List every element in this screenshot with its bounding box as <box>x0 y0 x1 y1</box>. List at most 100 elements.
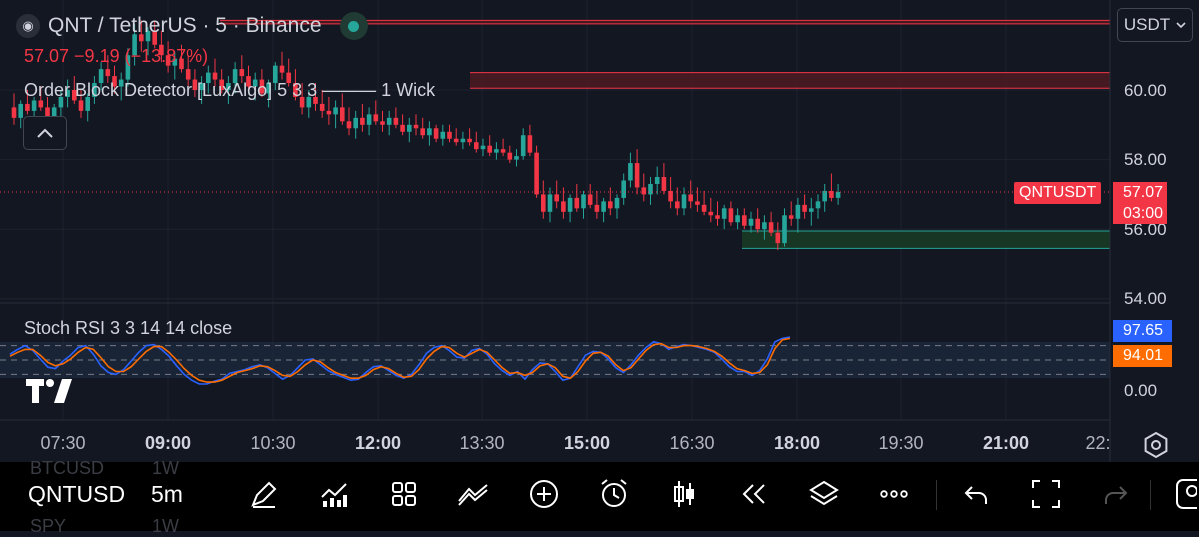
candle <box>11 93 17 125</box>
candle <box>567 194 573 223</box>
candle-body <box>360 117 365 125</box>
candle-body <box>393 117 399 125</box>
candle-body <box>654 177 660 184</box>
candle-body <box>768 222 774 233</box>
candle-body <box>38 100 44 108</box>
candle-body <box>809 208 814 212</box>
candle <box>527 124 533 157</box>
candle <box>159 30 164 63</box>
fullscreen-button[interactable] <box>1029 477 1063 511</box>
last-price-value: 57.07 <box>1123 184 1164 201</box>
candle-body <box>407 124 412 132</box>
candle-body <box>440 131 446 139</box>
chart-canvas[interactable] <box>0 0 1199 462</box>
compare-button[interactable] <box>457 477 491 511</box>
chevron-down-icon <box>1176 22 1186 29</box>
candle <box>286 58 291 87</box>
candle-body <box>695 201 700 205</box>
candle-body <box>688 194 693 202</box>
replay-icon <box>742 484 765 504</box>
price-change: 57.07 −9.19 (−13.87%) <box>24 46 209 66</box>
candle-body <box>192 79 198 90</box>
candle <box>460 131 466 150</box>
candle-body <box>541 194 546 212</box>
candle <box>206 65 211 94</box>
candle-body <box>159 44 164 56</box>
candle <box>72 76 77 104</box>
candle <box>480 138 486 157</box>
candle <box>742 208 747 230</box>
alert-button[interactable] <box>597 477 631 511</box>
candle-body <box>675 201 680 209</box>
add-button[interactable] <box>527 477 561 511</box>
candle-body <box>641 187 647 195</box>
candle-body <box>279 65 285 73</box>
redo-button[interactable] <box>1099 477 1133 511</box>
price-tick: 54.00 <box>1124 289 1167 308</box>
candle-body <box>467 138 472 143</box>
undo-icon <box>964 486 987 504</box>
candle-body <box>18 103 23 118</box>
candle-body <box>574 197 580 209</box>
collapse-legend-button[interactable] <box>23 116 67 150</box>
candle-body <box>561 201 566 212</box>
currency-label: USDT <box>1123 15 1171 34</box>
symbol-tag: QNTUSDT <box>1014 182 1102 204</box>
candle <box>514 149 519 167</box>
symbol-legend[interactable]: ◉ QNT / TetherUS · 5 · Binance <box>16 12 368 40</box>
candle <box>695 187 700 212</box>
candles <box>11 20 841 251</box>
candle-body <box>11 107 17 118</box>
candle-body <box>554 194 559 202</box>
candle-body <box>246 76 251 87</box>
draw-icon <box>251 481 277 508</box>
candle <box>467 128 472 146</box>
candle-body <box>728 208 734 223</box>
candle <box>25 90 30 115</box>
stoch-rsi-legend[interactable]: Stoch RSI 3 3 14 14 close <box>24 318 233 338</box>
symbol-selector[interactable]: QNTUSD <box>28 481 126 507</box>
candle <box>795 197 801 233</box>
indicators-icon <box>321 483 347 507</box>
draw-button[interactable] <box>247 477 281 511</box>
candle-type-button[interactable] <box>667 477 701 511</box>
indicators-button[interactable] <box>317 477 351 511</box>
price-tick: 58.00 <box>1124 150 1167 169</box>
candle <box>58 90 64 118</box>
order-blocks <box>220 19 1110 249</box>
candle-body <box>420 128 425 136</box>
time-tick: 16:30 <box>669 433 715 453</box>
candle-body <box>212 72 218 80</box>
replay-button[interactable] <box>737 477 771 511</box>
indicator-legend[interactable]: Order Block Detector [LuxAlgo] 5 3 3 ———… <box>24 80 436 100</box>
candle-body <box>708 211 714 216</box>
candle-body <box>299 96 305 108</box>
candle <box>809 197 814 226</box>
interval-selector[interactable]: 5m <box>151 481 183 507</box>
more-button[interactable] <box>877 477 911 511</box>
candle-body <box>373 114 379 122</box>
profile-button[interactable] <box>1163 477 1197 511</box>
chart-settings-button[interactable] <box>1142 431 1170 464</box>
candle <box>85 93 90 122</box>
candle <box>380 110 385 132</box>
candle <box>407 117 412 143</box>
candle <box>145 27 151 56</box>
candle-body <box>581 194 586 209</box>
layouts-button[interactable] <box>387 477 421 511</box>
candle-body <box>748 218 754 226</box>
more-icon <box>880 490 908 498</box>
undo-button[interactable] <box>959 477 993 511</box>
currency-button[interactable]: USDT <box>1117 8 1193 42</box>
candle <box>815 194 821 219</box>
fullscreen-icon <box>1032 480 1060 508</box>
candle <box>65 79 70 108</box>
candle <box>608 187 613 216</box>
candle-body <box>621 180 626 198</box>
tradingview-logo <box>26 379 72 408</box>
ghost-symbol-top: BTCUSD <box>30 458 105 478</box>
candle-body <box>628 163 633 181</box>
layers-button[interactable] <box>807 477 841 511</box>
candle-body <box>453 138 459 143</box>
candle <box>829 173 834 202</box>
